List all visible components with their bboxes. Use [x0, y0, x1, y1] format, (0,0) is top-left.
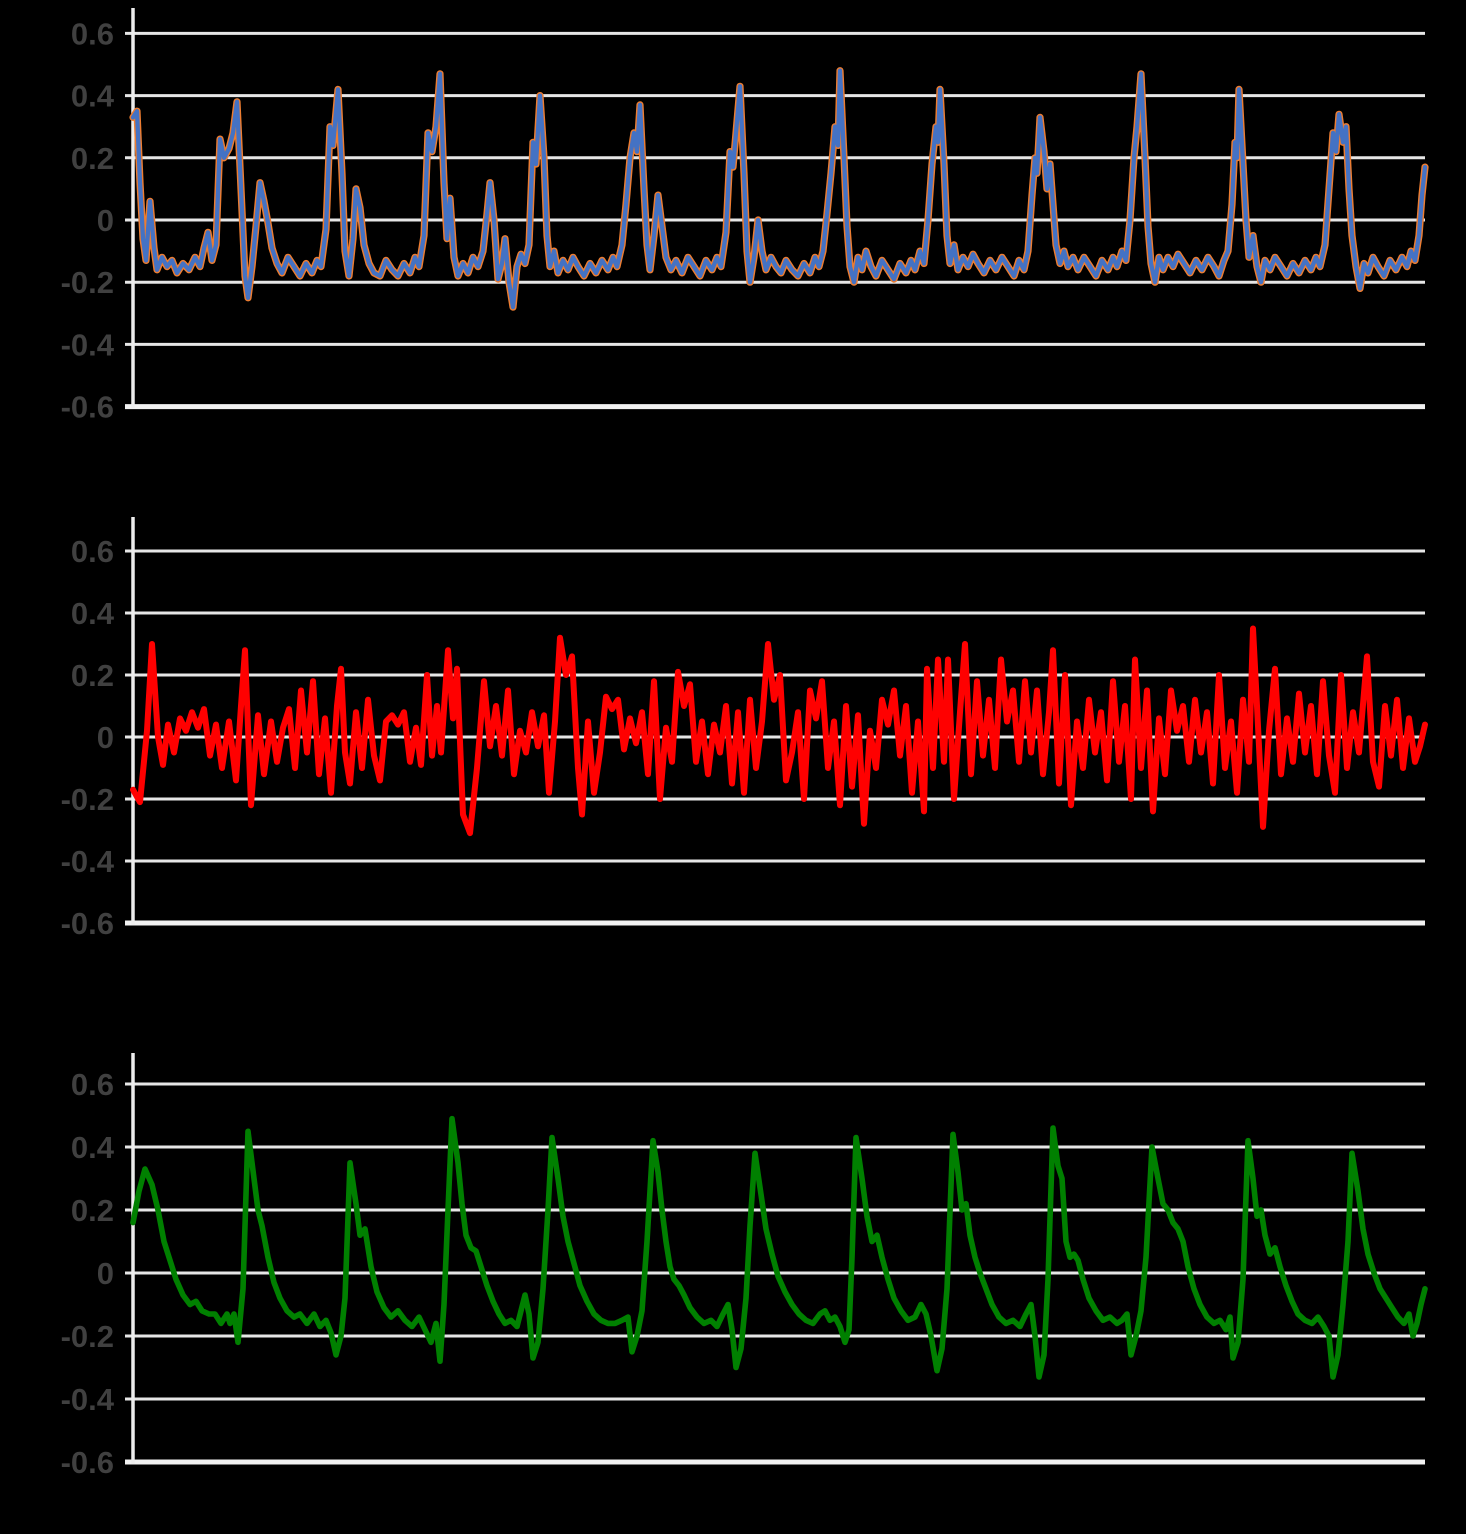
y-tick-label: -0.6 — [61, 390, 114, 425]
y-tick-label: -0.6 — [61, 906, 114, 941]
y-tick-label: -0.6 — [61, 1445, 114, 1480]
y-tick-label: -0.2 — [61, 265, 114, 300]
y-tick-label: 0.4 — [71, 596, 115, 631]
series-line-original-signal — [130, 68, 1428, 310]
y-tick-label: -0.2 — [61, 1319, 114, 1354]
y-tick-label: -0.2 — [61, 782, 114, 817]
y-tick-label: 0.2 — [71, 658, 114, 693]
y-tick-label: 0.4 — [71, 79, 115, 114]
chart-middle-high-frequency: 0.6 0.4 0.2 0 -0.2 -0.4 -0.6 — [61, 517, 1428, 941]
y-tick-label: 0.6 — [71, 534, 114, 569]
y-tick-label: -0.4 — [61, 844, 115, 879]
y-tick-label: 0.6 — [71, 16, 114, 51]
y-tick-label: 0.2 — [71, 141, 114, 176]
y-tick-label: -0.4 — [61, 1382, 115, 1417]
y-tick-label: 0 — [97, 720, 114, 755]
y-tick-label: 0 — [97, 1256, 114, 1291]
y-tick-label: 0.4 — [71, 1130, 115, 1165]
y-tick-label: 0 — [97, 203, 114, 238]
series-line-high-frequency-component — [130, 625, 1428, 837]
chart-top-original-signal: 0.6 0.4 0.2 0 -0.2 -0.4 -0.6 — [61, 8, 1429, 425]
y-tick-label: 0.6 — [71, 1067, 114, 1102]
series-line-low-frequency-component — [130, 1115, 1428, 1380]
y-tick-label: -0.4 — [61, 327, 115, 362]
chart-bottom-low-frequency: 0.6 0.4 0.2 0 -0.2 -0.4 -0.6 — [61, 1053, 1428, 1480]
y-tick-label: 0.2 — [71, 1193, 114, 1228]
